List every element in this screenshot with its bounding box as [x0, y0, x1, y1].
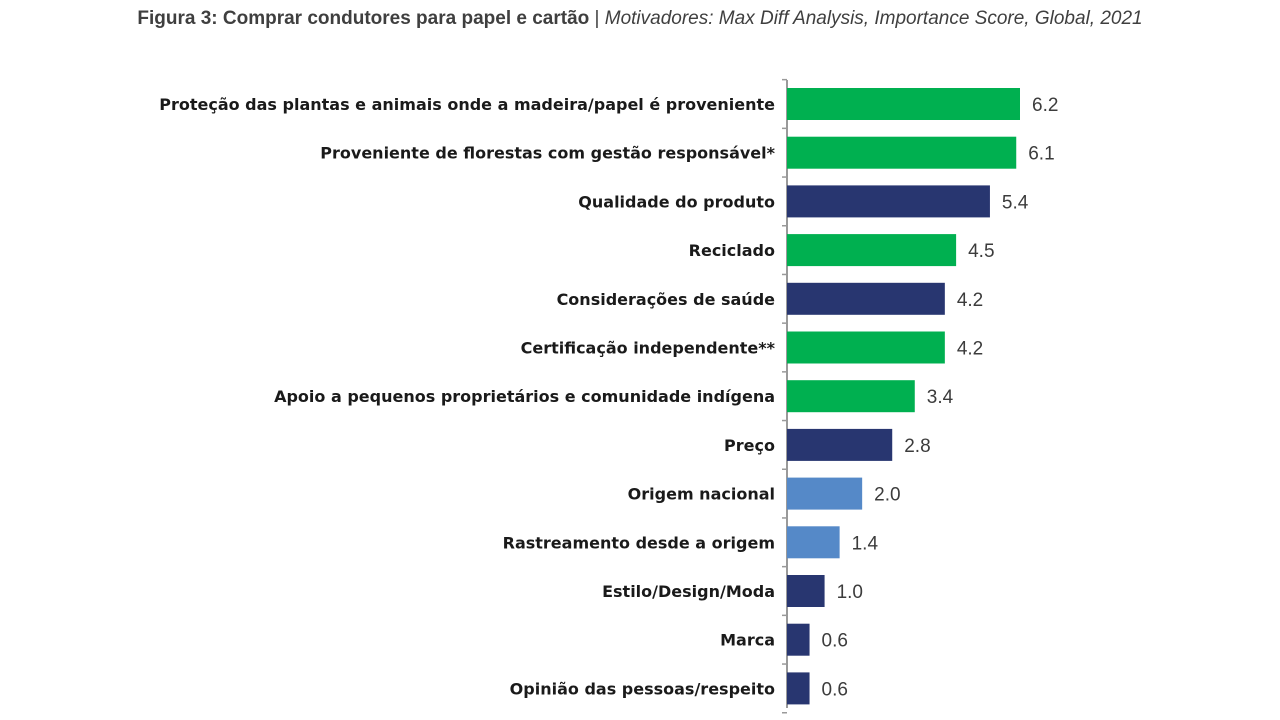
value-label: 4.2 [957, 339, 983, 360]
bar [787, 88, 1020, 120]
category-label: Proveniente de florestas com gestão resp… [320, 144, 775, 163]
value-label: 1.0 [837, 582, 863, 603]
bar [787, 428, 893, 461]
category-label: Proteção das plantas e animais onde a ma… [159, 95, 775, 114]
bar [787, 575, 825, 607]
chart-title-subtitle: Motivadores: Max Diff Analysis, Importan… [604, 8, 1143, 29]
bar [787, 672, 810, 705]
value-label: 6.2 [1032, 95, 1058, 116]
category-label: Reciclado [689, 241, 775, 260]
bar [787, 477, 863, 510]
value-label: 4.5 [968, 241, 994, 262]
chart-title: Figura 3: Comprar condutores para papel … [0, 8, 1280, 30]
category-label: Certificação independente** [521, 339, 776, 358]
value-label: 0.6 [822, 679, 848, 700]
category-label: Apoio a pequenos proprietários e comunid… [274, 387, 775, 406]
value-label: 2.8 [904, 436, 930, 457]
value-label: 2.0 [874, 485, 900, 506]
bar [787, 282, 945, 315]
bar [787, 331, 945, 364]
value-label: 4.2 [957, 290, 983, 311]
bar [787, 380, 915, 413]
category-label: Opinião das pessoas/respeito [510, 679, 775, 698]
bar [787, 526, 840, 559]
bar [787, 136, 1017, 169]
value-label: 5.4 [1002, 192, 1029, 213]
chart-title-separator: | [589, 8, 605, 29]
chart-title-main: Figura 3: Comprar condutores para papel … [137, 8, 590, 29]
value-label: 6.1 [1028, 144, 1054, 165]
bar [787, 623, 810, 656]
category-label: Rastreamento desde a origem [503, 533, 775, 552]
value-label: 0.6 [822, 631, 848, 652]
category-label: Considerações de saúde [557, 290, 776, 309]
value-label: 3.4 [927, 387, 954, 408]
category-label: Qualidade do produto [578, 192, 775, 211]
bar [787, 185, 990, 218]
category-label: Marca [720, 631, 775, 650]
value-label: 1.4 [852, 533, 879, 554]
category-label: Origem nacional [628, 485, 775, 504]
category-label: Preço [724, 436, 775, 455]
bar [787, 234, 957, 267]
category-label: Estilo/Design/Moda [602, 582, 775, 601]
